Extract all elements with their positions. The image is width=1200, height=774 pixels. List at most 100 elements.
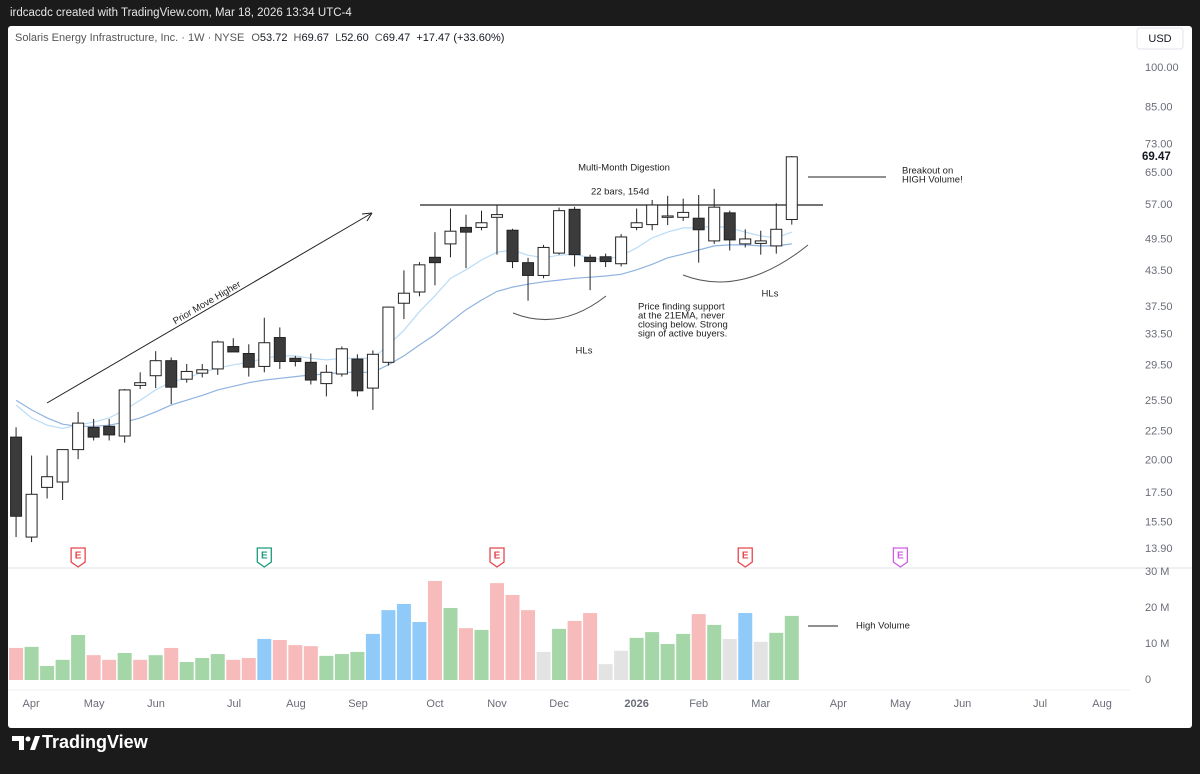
volume-bar (443, 607, 458, 680)
ohlc-letter: O (251, 32, 260, 44)
candle-body (459, 226, 472, 233)
x-tick-label: Dec (549, 698, 569, 710)
volume-bar (536, 651, 551, 680)
annotation: HLs (762, 289, 779, 300)
x-tick-label: Jun (954, 698, 972, 710)
volume-bar (722, 638, 737, 680)
candle-body (785, 156, 798, 220)
x-tick-label: May (84, 698, 105, 710)
x-tick-label: Sep (348, 698, 368, 710)
candle-body (397, 292, 410, 304)
volume-bar (24, 646, 39, 680)
candle-body (211, 341, 224, 370)
y-tick-label: 43.50 (1145, 265, 1173, 277)
volume-bar (583, 613, 598, 680)
volume-bar (164, 647, 179, 680)
candle-body (25, 493, 38, 538)
volume-bar (133, 659, 148, 680)
candle-body (320, 371, 333, 385)
annotation: HLs (576, 346, 593, 357)
y-tick-label: 25.50 (1145, 395, 1173, 407)
volume-bar (210, 654, 225, 680)
candle-body (382, 306, 395, 363)
ohlc-value: 53.72 (260, 32, 288, 44)
volume-bar (86, 655, 101, 680)
arrow-head (361, 212, 373, 222)
candle-body (304, 361, 317, 381)
candle-body (630, 222, 643, 228)
candle-body (444, 230, 457, 245)
annotation: Price finding support (638, 302, 725, 313)
ohlc-letter: L (335, 32, 341, 44)
y-tick-label: 30 M (1145, 566, 1169, 578)
ema-line (15, 225, 793, 430)
volume-bar (505, 595, 520, 680)
brand: TradingView (42, 732, 149, 752)
ohlc-value: 69.47 (383, 32, 411, 44)
currency-box[interactable] (1136, 27, 1184, 50)
y-tick-label: 85.00 (1145, 102, 1173, 114)
candle-body (537, 246, 550, 276)
x-tick-label: Jul (227, 698, 241, 710)
annotation: at the 21EMA, never (638, 311, 725, 322)
x-tick-label: Mar (751, 698, 770, 710)
interval: 1W (188, 32, 205, 44)
candle-body (708, 206, 721, 242)
earnings-label: E (75, 551, 82, 562)
volume-bar (381, 610, 396, 680)
candle-body (770, 228, 783, 247)
volume-bar (458, 628, 473, 680)
candle-body (134, 382, 147, 386)
candle-body (723, 212, 736, 241)
candle-body (258, 342, 271, 367)
y-tick-label: 100.00 (1145, 62, 1179, 74)
volume-bar (365, 633, 380, 680)
earnings-marker (70, 547, 86, 568)
currency[interactable]: USD (1148, 33, 1171, 45)
volume-bar (614, 650, 629, 680)
candle-body (522, 262, 535, 276)
volume-bar (567, 620, 582, 680)
hl-curve (682, 244, 809, 283)
x-tick-label: Jul (1033, 698, 1047, 710)
y-tick-label: 0 (1145, 674, 1151, 686)
y-tick-label: 22.50 (1145, 426, 1173, 438)
x-tick-label: Nov (487, 698, 507, 710)
x-tick-label: Oct (426, 698, 443, 710)
volume-bar (272, 640, 287, 680)
y-tick-label: 57.00 (1145, 199, 1173, 211)
candle-body (72, 422, 85, 451)
candle-body (568, 208, 581, 256)
y-tick-label: 33.50 (1145, 329, 1173, 341)
volume-bar (195, 658, 210, 680)
annotation: Multi-Month Digestion (578, 163, 670, 174)
candle-body (196, 369, 209, 374)
candle-body (10, 436, 23, 517)
candle-body (677, 211, 690, 218)
earnings-label: E (494, 551, 501, 562)
candle-body (475, 222, 488, 228)
volume-bar (676, 633, 691, 680)
volume-bar (412, 622, 427, 680)
x-tick-label: Aug (286, 698, 306, 710)
credit: irdcacdc created with TradingView.com, M… (10, 7, 352, 19)
y-tick-label: 20 M (1145, 602, 1169, 614)
candle-body (491, 214, 504, 218)
sep: · (181, 32, 185, 44)
volume-bar (226, 659, 241, 680)
candle-body (506, 229, 519, 263)
earnings-marker (256, 547, 272, 568)
symbol-name: Solaris Energy Infrastructure, Inc. (15, 32, 178, 44)
volume-bar (257, 638, 272, 680)
candle-body (56, 449, 69, 483)
earnings-marker (892, 547, 909, 568)
volume-bar (490, 583, 505, 680)
y-tick-label: 29.50 (1145, 360, 1173, 372)
y-tick-label: 20.00 (1145, 454, 1173, 466)
volume-bar (660, 643, 675, 680)
annotation: High Volume (856, 621, 910, 632)
candle-body (180, 370, 193, 380)
annotation: sign of active buyers. (638, 329, 727, 340)
